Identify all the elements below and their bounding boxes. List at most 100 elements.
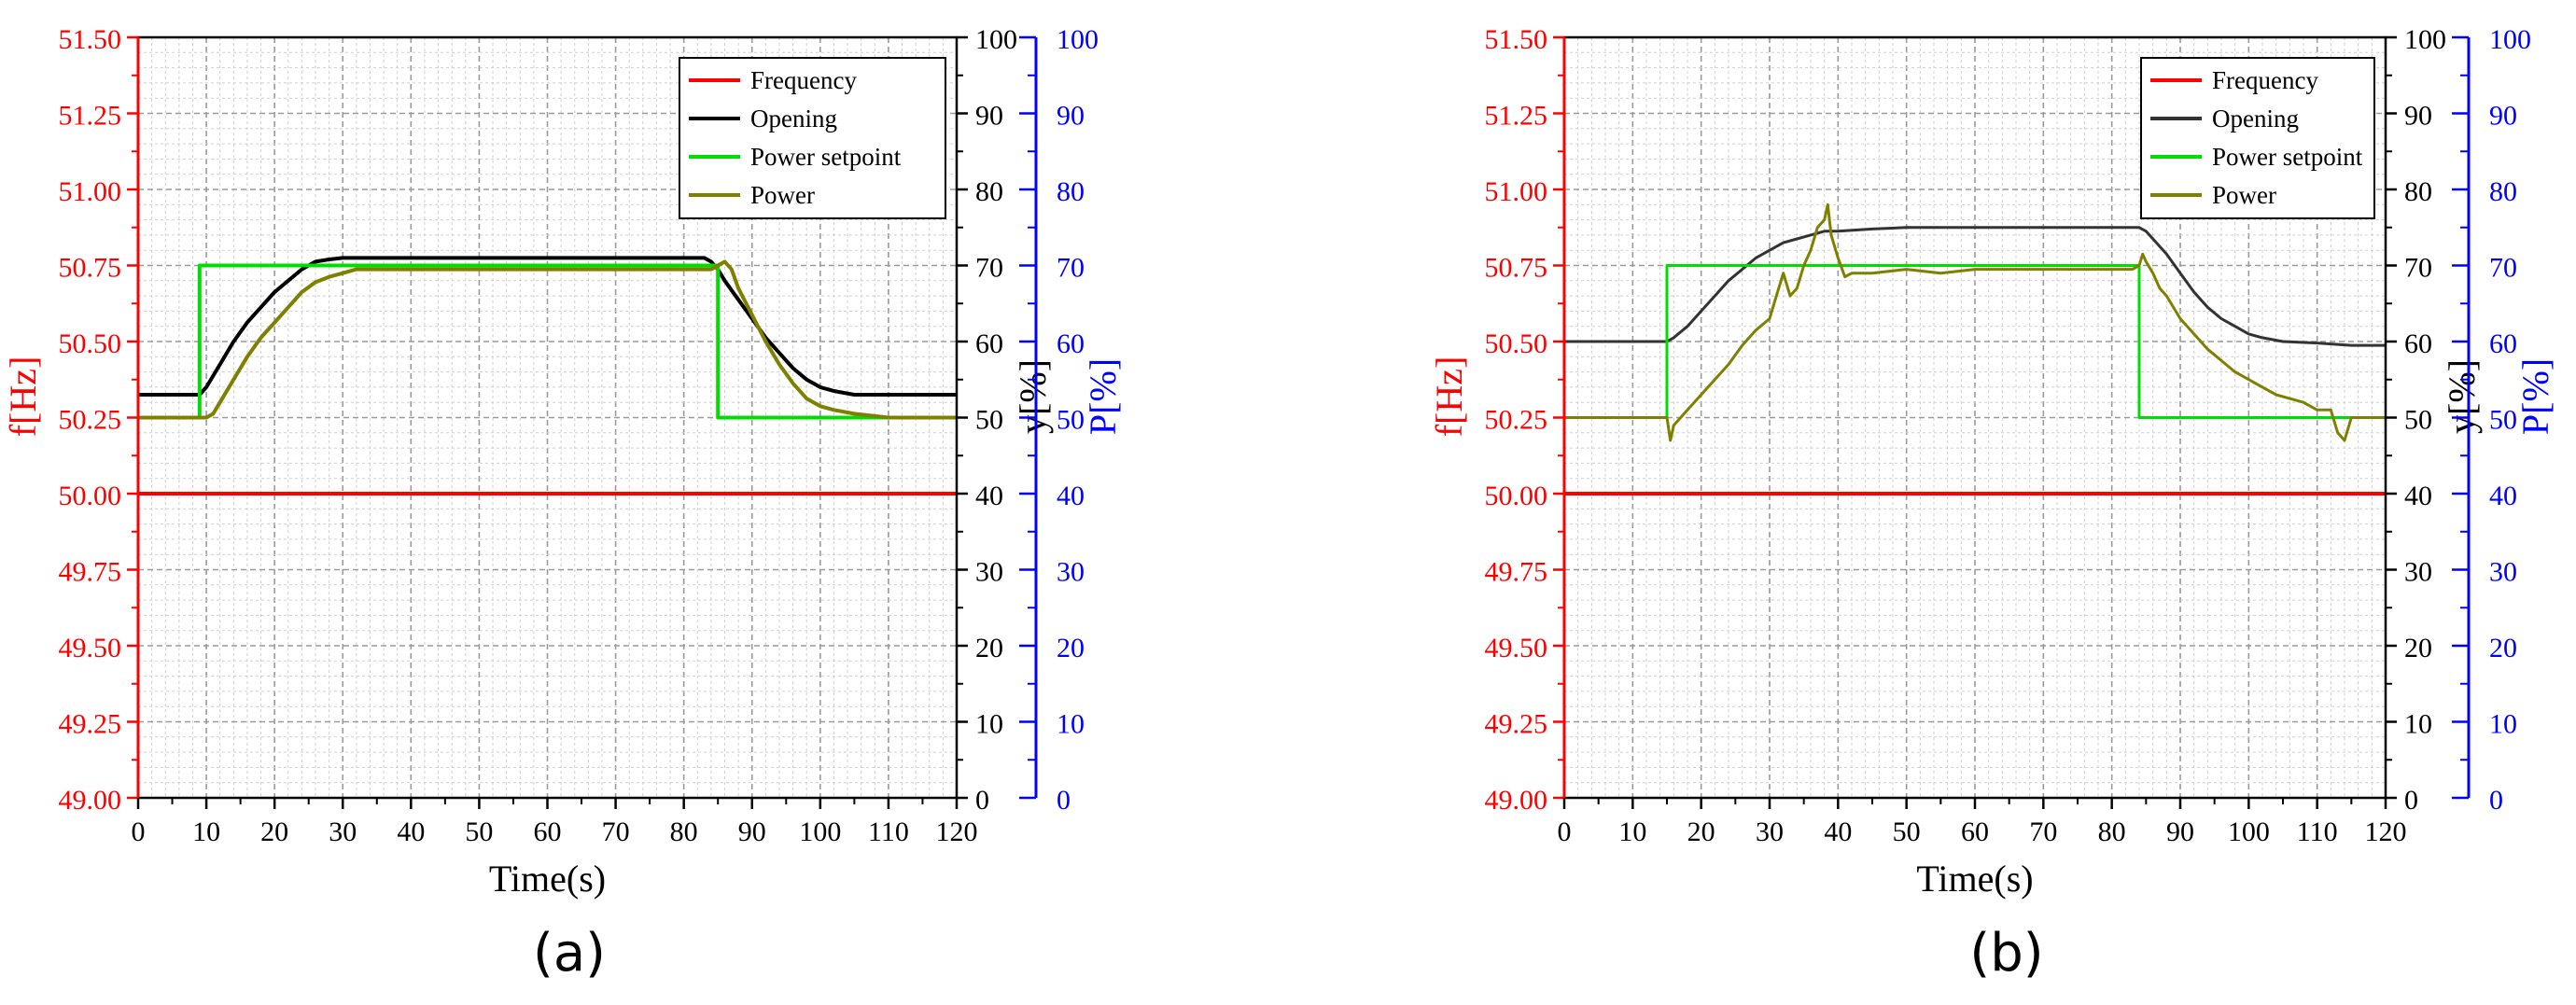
x-axis-tick-label: 10 [192,817,220,847]
series-line-power [1564,202,2386,442]
p-axis-tick-label: 90 [1057,101,1085,132]
y-axis-tick-label: 90 [975,101,1003,132]
x-axis-tick-label: 120 [2365,817,2407,847]
p-axis-tick-label: 70 [2489,253,2517,284]
y-axis-tick-label: 0 [2404,785,2418,816]
legend-label: Power setpoint [2212,143,2363,171]
p-axis-tick-label: 40 [2489,481,2517,511]
x-axis-tick-label: 20 [260,817,288,847]
p-axis-tick-label: 100 [1057,24,1099,55]
left-axis-tick-label: 50.25 [59,405,122,436]
legend-label: Frequency [2212,66,2318,94]
x-axis-tick-label: 90 [2166,817,2194,847]
left-axis-tick-label: 50.75 [59,253,122,284]
p-axis-tick-label: 0 [2489,785,2503,816]
p-axis-tick-label: 60 [1057,328,1085,359]
legend-label: Frequency [750,66,857,94]
y-axis-tick-label: 90 [2404,101,2432,132]
p-axis-tick-label: 80 [2489,176,2517,207]
left-axis-tick-label: 50.75 [1485,253,1548,284]
left-axis-tick-label: 49.25 [1485,709,1548,740]
x-axis-tick-label: 40 [1824,817,1852,847]
x-axis-tick-label: 60 [1961,817,1989,847]
left-axis-tick-label: 49.00 [1485,785,1548,816]
p-axis-tick-label: 50 [1057,405,1085,436]
series-line-opening [138,256,957,397]
y-axis-tick-label: 10 [975,709,1003,740]
x-axis-tick-label: 40 [397,817,425,847]
x-axis-tick-label: 80 [670,817,698,847]
p-axis-label: P[%] [2514,358,2556,435]
y-axis-tick-label: 50 [2404,405,2432,436]
p-axis-tick-label: 10 [2489,709,2517,740]
series-line-power [138,259,957,420]
left-axis-tick-label: 49.25 [59,709,122,740]
legend: Frequency Opening Power setpoint Power [2140,57,2375,219]
y-axis-label: y[%] [1012,359,1054,434]
legend-box [2140,57,2375,219]
left-axis-tick-label: 49.50 [1485,633,1548,663]
legend-label: Opening [750,105,837,133]
series-line-opening [1564,226,2386,347]
left-axis-label: f[Hz] [2,356,44,438]
left-axis-tick-label: 49.75 [59,557,122,588]
left-axis-tick-label: 51.50 [59,24,122,55]
left-axis-tick-label: 51.00 [1485,176,1548,207]
left-axis-tick-label: 50.50 [59,328,122,359]
left-axis-tick-label: 49.50 [59,633,122,663]
caption-b: (b) [1969,923,2043,984]
p-axis-tick-label: 100 [2489,24,2531,55]
left-axis-tick-label: 50.00 [1485,481,1548,511]
p-axis-tick-label: 10 [1057,709,1085,740]
y-axis-tick-label: 10 [2404,709,2432,740]
legend: Frequency Opening Power setpoint Power [679,57,946,219]
p-axis-tick-label: 0 [1057,785,1071,816]
x-axis-tick-label: 0 [132,817,146,847]
y-axis-tick-label: 20 [2404,633,2432,663]
grid [138,37,957,798]
x-axis-tick-label: 70 [2029,817,2057,847]
left-axis-tick-label: 49.00 [59,785,122,816]
y-axis-tick-label: 20 [975,633,1003,663]
p-axis-tick-label: 70 [1057,253,1085,284]
chart-panel-b: 49.00 49.25 49.50 49.75 50.00 50.25 50.50 50.75… [1428,24,2556,900]
y-axis-tick-label: 70 [975,253,1003,284]
x-axis-tick-label: 30 [329,817,357,847]
p-axis-tick-label: 90 [2489,101,2517,132]
x-axis-tick-label: 50 [465,817,493,847]
x-axis-tick-label: 50 [1893,817,1921,847]
x-axis-tick-label: 100 [2228,817,2270,847]
x-axis-tick-label: 90 [738,817,766,847]
x-axis-tick-label: 0 [1558,817,1572,847]
x-axis-tick-label: 110 [868,817,909,847]
p-axis-tick-label: 20 [2489,633,2517,663]
p-axis-tick-label: 30 [1057,557,1085,588]
left-axis-tick-label: 50.00 [59,481,122,511]
chart-panel-a: 49.00 49.25 49.50 49.75 50.00 50.25 50.50 50.75… [2,24,1124,900]
x-axis-tick-label: 10 [1618,817,1646,847]
y-axis-tick-label: 100 [975,24,1017,55]
x-axis-tick-label: 120 [936,817,978,847]
legend-label: Opening [2212,105,2299,133]
y-axis-tick-label: 80 [975,176,1003,207]
y-axis-label: y[%] [2441,359,2483,434]
left-axis-tick-label: 51.50 [1485,24,1548,55]
x-axis-tick-label: 20 [1687,817,1715,847]
legend-label: Power [750,181,815,209]
left-axis-tick-label: 50.50 [1485,328,1548,359]
p-axis-tick-label: 80 [1057,176,1085,207]
y-axis-tick-label: 70 [2404,253,2432,284]
left-axis-tick-label: 51.25 [1485,101,1548,132]
x-axis-label: Time(s) [489,858,606,900]
left-axis-tick-label: 51.00 [59,176,122,207]
p-axis-tick-label: 60 [2489,328,2517,359]
p-axis-tick-label: 20 [1057,633,1085,663]
p-axis-label: P[%] [1082,358,1124,435]
y-axis-tick-label: 60 [975,328,1003,359]
left-axis-tick-label: 51.25 [59,101,122,132]
y-axis-tick-label: 100 [2404,24,2446,55]
y-axis-tick-label: 80 [2404,176,2432,207]
x-axis-tick-label: 80 [2098,817,2126,847]
x-axis-tick-label: 110 [2297,817,2338,847]
